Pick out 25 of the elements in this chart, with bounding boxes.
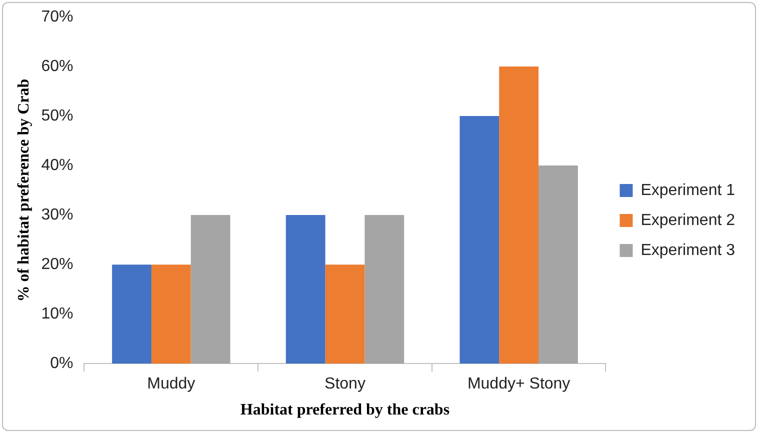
- bar: [190, 215, 230, 364]
- bar: [364, 215, 404, 364]
- legend-label: Experiment 1: [640, 182, 736, 199]
- y-tick-label: 60%: [41, 58, 74, 75]
- y-tick-label: 20%: [41, 256, 74, 273]
- y-tick-label: 70%: [41, 8, 74, 26]
- bar: [460, 116, 500, 364]
- y-tick-label: 10%: [41, 305, 74, 322]
- x-tick-label: Stony: [324, 376, 366, 393]
- y-tick-label: 50%: [41, 107, 74, 124]
- y-tick-label: 30%: [41, 206, 74, 224]
- legend-label: Experiment 3: [640, 242, 736, 259]
- y-axis-title: % of habitat preference by Crab: [16, 78, 33, 302]
- y-tick-label: 40%: [41, 156, 74, 174]
- bar: [112, 264, 152, 364]
- y-tick-label: 0%: [50, 355, 74, 372]
- legend-label: Experiment 2: [640, 212, 736, 229]
- bar: [538, 166, 578, 364]
- bar: [325, 264, 365, 364]
- x-tick-label: Muddy: [147, 376, 196, 393]
- x-tick-label: Muddy+ Stony: [467, 376, 570, 393]
- bar: [499, 66, 539, 364]
- bar: [286, 215, 326, 364]
- bar: [151, 264, 191, 364]
- x-axis-title: Habitat preferred by the crabs: [240, 402, 450, 419]
